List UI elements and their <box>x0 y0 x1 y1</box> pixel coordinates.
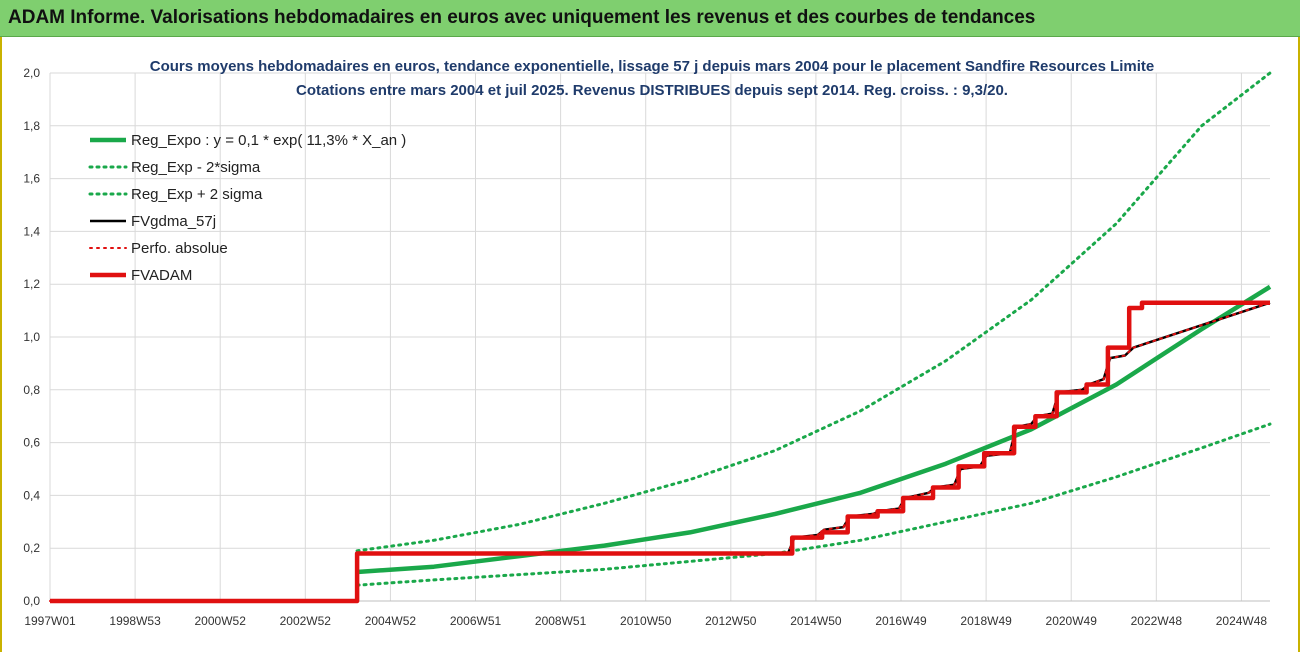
y-tick-label: 0,8 <box>23 383 40 397</box>
series-lines <box>49 71 1272 604</box>
legend: Reg_Expo : y = 0,1 * exp( 11,3% * X_an )… <box>88 132 406 284</box>
x-tick-label: 2000W52 <box>195 614 247 628</box>
series-line-2 <box>355 71 1272 553</box>
x-tick-label: 2024W48 <box>1216 614 1268 628</box>
x-tick-label: 2004W52 <box>365 614 417 628</box>
x-tick-label: 2006W51 <box>450 614 502 628</box>
legend-entry: FVgdma_57j <box>131 213 216 230</box>
y-tick-label: 0,6 <box>23 436 40 450</box>
x-tick-label: 2002W52 <box>280 614 332 628</box>
chart-area: 0,0 0,2 0,4 0,6 0,8 1,0 1,2 1,4 1,6 1,8 2,0 1997W0… <box>0 37 1300 652</box>
report-banner: ADAM Informe. Valorisations hebdomadaire… <box>0 0 1300 37</box>
y-tick-label: 0,4 <box>23 488 40 502</box>
series-line-4 <box>49 301 1271 602</box>
x-tick-label: 2020W49 <box>1046 614 1098 628</box>
x-tick-label: 2022W48 <box>1131 614 1183 628</box>
x-tick-label: 1997W01 <box>24 614 76 628</box>
legend-entry: Reg_Expo : y = 0,1 * exp( 11,3% * X_an ) <box>131 132 406 149</box>
y-tick-label: 1,6 <box>23 172 40 186</box>
report-title: ADAM Informe. Valorisations hebdomadaire… <box>8 7 1036 28</box>
x-tick-label: 2008W51 <box>535 614 587 628</box>
chart-title: Cours moyens hebdomadaires en euros, ten… <box>150 58 1155 75</box>
chart-subtitle: Cotations entre mars 2004 et juil 2025. … <box>296 82 1008 99</box>
y-tick-label: 1,0 <box>23 330 40 344</box>
y-tick-label: 2,0 <box>23 66 40 80</box>
legend-entry: Reg_Exp - 2*sigma <box>131 159 261 176</box>
x-tick-label: 2016W49 <box>875 614 927 628</box>
legend-entry: FVADAM <box>131 267 192 284</box>
x-tick-label: 1998W53 <box>109 614 161 628</box>
grid-lines <box>49 72 1270 602</box>
y-tick-label: 1,2 <box>23 277 40 291</box>
x-tick-label: 2012W50 <box>705 614 757 628</box>
legend-entry: Perfo. absolue <box>131 240 228 257</box>
line-chart: 0,0 0,2 0,4 0,6 0,8 1,0 1,2 1,4 1,6 1,8 2,0 1997W0… <box>23 58 1272 628</box>
x-tick-label: 2010W50 <box>620 614 672 628</box>
x-tick-labels: 1997W01 1998W53 2000W52 2002W52 2004W52 2006W… <box>24 614 1267 628</box>
y-tick-label: 1,8 <box>23 119 40 133</box>
x-tick-label: 2014W50 <box>790 614 842 628</box>
y-tick-labels: 0,0 0,2 0,4 0,6 0,8 1,0 1,2 1,4 1,6 1,8 2,0 <box>23 66 40 608</box>
series-line-1 <box>355 422 1272 587</box>
legend-entry: Reg_Exp + 2 sigma <box>131 186 263 203</box>
y-tick-label: 0,0 <box>23 594 40 608</box>
series-line-3 <box>50 301 1271 603</box>
y-tick-label: 1,4 <box>23 224 40 238</box>
series-line-0 <box>356 284 1272 575</box>
x-tick-label: 2018W49 <box>960 614 1012 628</box>
series-line-5 <box>50 300 1270 604</box>
y-tick-label: 0,2 <box>23 541 40 555</box>
